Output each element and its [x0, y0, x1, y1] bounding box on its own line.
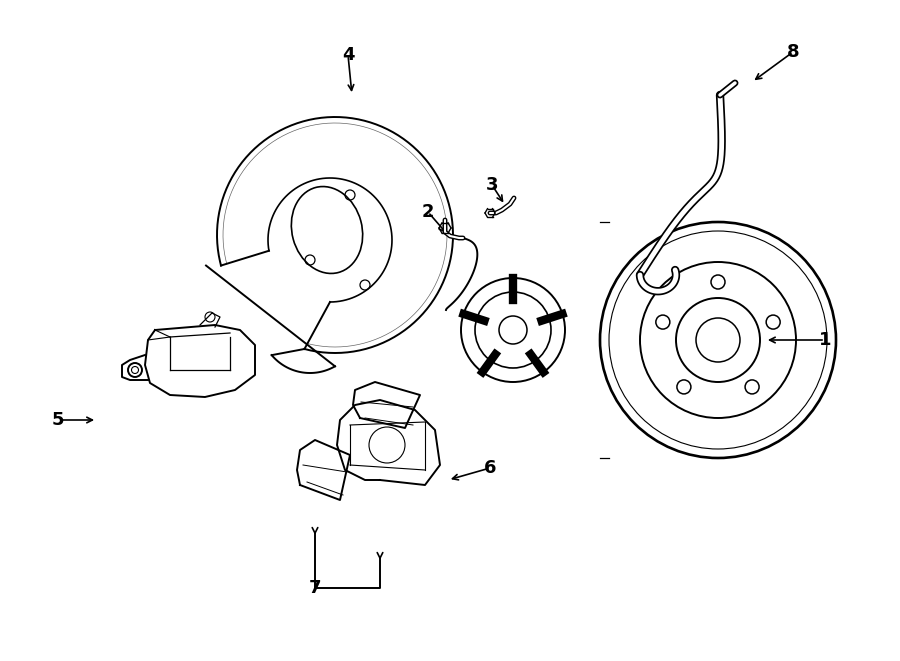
Text: 1: 1 [819, 331, 832, 349]
Text: 2: 2 [422, 203, 434, 221]
Text: 6: 6 [484, 459, 496, 477]
Text: 8: 8 [787, 43, 799, 61]
Text: 4: 4 [342, 46, 355, 64]
Text: 3: 3 [486, 176, 499, 194]
Text: 5: 5 [52, 411, 64, 429]
Text: 7: 7 [309, 579, 321, 597]
